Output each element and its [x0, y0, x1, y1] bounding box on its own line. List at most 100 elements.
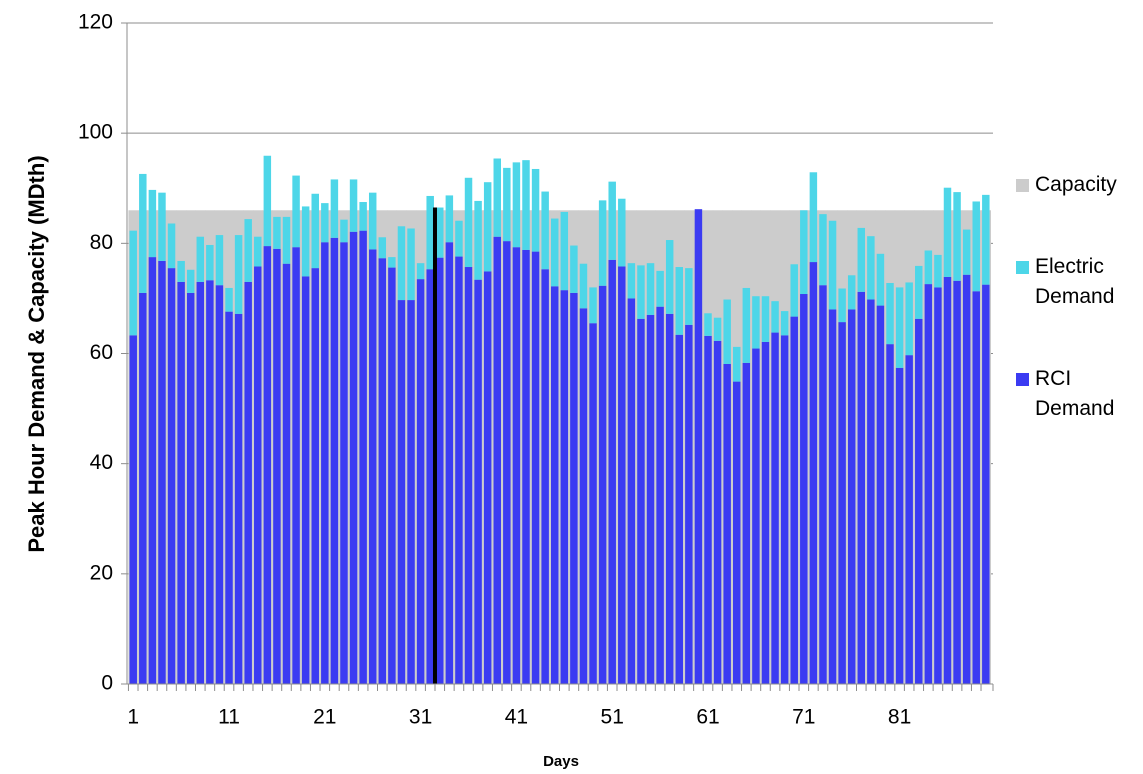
- legend-item: Electric Demand: [1016, 252, 1141, 312]
- bar-segment: [483, 271, 492, 684]
- bar-segment: [637, 265, 645, 319]
- bar-segment: [330, 237, 339, 684]
- y-tick-label: 100: [78, 121, 113, 144]
- x-tick-label: 81: [888, 706, 911, 729]
- bar-segment: [675, 267, 684, 335]
- bar-segment: [464, 177, 473, 268]
- bar-segment: [455, 256, 463, 684]
- bar-segment: [330, 179, 339, 238]
- x-tick-label: 21: [313, 706, 336, 729]
- bar-segment: [761, 341, 770, 684]
- bar-segment: [924, 284, 933, 684]
- bar-segment: [301, 276, 310, 684]
- bar-segment: [167, 268, 176, 684]
- bar-segment: [962, 229, 971, 275]
- bar-segment: [982, 284, 990, 684]
- bar-segment: [828, 309, 837, 684]
- bar-segment: [206, 244, 214, 281]
- bar-segment: [177, 260, 185, 282]
- bar-segment: [522, 249, 530, 684]
- y-tick-label: 20: [90, 561, 113, 584]
- bar-segment: [713, 317, 722, 341]
- bar-segment: [426, 195, 434, 270]
- bar-segment: [196, 236, 205, 282]
- bar-segment: [378, 237, 387, 259]
- bar-segment: [809, 172, 818, 263]
- bar-segment: [608, 181, 616, 260]
- bar-segment: [895, 287, 904, 368]
- bar-segment: [627, 298, 636, 684]
- bar-segment: [627, 263, 636, 299]
- bar-segment: [474, 279, 482, 684]
- bar-segment: [436, 207, 444, 258]
- bar-segment: [254, 266, 262, 684]
- bar-segment: [665, 240, 674, 314]
- bar-segment: [426, 269, 434, 684]
- bar-segment: [742, 362, 751, 684]
- legend-item: Capacity: [1016, 170, 1141, 200]
- bar-segment: [895, 367, 904, 684]
- bar-segment: [550, 218, 559, 287]
- bar-segment: [962, 274, 971, 684]
- bar-segment: [819, 214, 827, 286]
- bar-segment: [847, 275, 856, 310]
- bar-segment: [915, 265, 923, 319]
- bar-segment: [847, 309, 856, 684]
- bar-segment: [579, 263, 588, 309]
- bar-segment: [972, 201, 980, 292]
- bar-segment: [943, 187, 952, 277]
- x-tick-label: 41: [505, 706, 528, 729]
- bar-segment: [780, 311, 789, 336]
- bar-segment: [589, 287, 597, 324]
- legend-item: RCI Demand: [1016, 364, 1141, 424]
- bar-segment: [857, 227, 866, 292]
- bar-segment: [493, 236, 501, 684]
- bar-segment: [713, 340, 722, 684]
- bar-segment: [349, 179, 358, 232]
- bar-segment: [905, 282, 913, 356]
- bar-segment: [876, 305, 885, 684]
- bar-segment: [167, 223, 176, 269]
- bar-segment: [445, 242, 454, 684]
- bar-segment: [685, 324, 693, 684]
- legend: Capacity Electric Demand RCI Demand: [1016, 170, 1141, 424]
- bar-segment: [388, 267, 396, 684]
- legend-label: Electric Demand: [1035, 255, 1115, 308]
- x-tick-label: 31: [409, 706, 432, 729]
- bar-segment: [637, 318, 645, 684]
- bar-segment: [503, 167, 511, 242]
- bar-segment: [656, 306, 664, 684]
- bar-segment: [685, 268, 693, 325]
- bar-segment: [589, 323, 597, 684]
- bar-segment: [129, 230, 137, 336]
- bar-segment: [273, 248, 281, 684]
- bar-segment: [780, 335, 789, 684]
- bar-segment: [234, 313, 243, 684]
- x-tick-label: 61: [696, 706, 719, 729]
- bar-segment: [867, 236, 875, 300]
- bar-segment: [186, 292, 195, 684]
- bar-segment: [665, 313, 674, 684]
- bar-segment: [598, 200, 607, 286]
- y-tick-label: 80: [90, 231, 113, 254]
- bar-segment: [886, 282, 894, 345]
- bar-segment: [368, 249, 377, 684]
- bar-segment: [234, 235, 243, 314]
- bar-segment: [474, 200, 482, 280]
- legend-label: RCI Demand: [1035, 367, 1115, 420]
- y-tick-label: 60: [90, 341, 113, 364]
- bar-segment: [503, 241, 511, 684]
- x-tick-label: 11: [218, 706, 240, 729]
- legend-swatch: [1016, 373, 1029, 386]
- bar-segment: [273, 216, 281, 249]
- bar-segment: [915, 318, 923, 684]
- bar-segment: [254, 236, 262, 267]
- legend-label: Capacity: [1035, 173, 1117, 196]
- bar-segment: [321, 203, 329, 243]
- bar-segment: [531, 251, 540, 685]
- bar-segment: [550, 286, 559, 684]
- bar-segment: [560, 290, 569, 684]
- bar-segment: [723, 299, 731, 364]
